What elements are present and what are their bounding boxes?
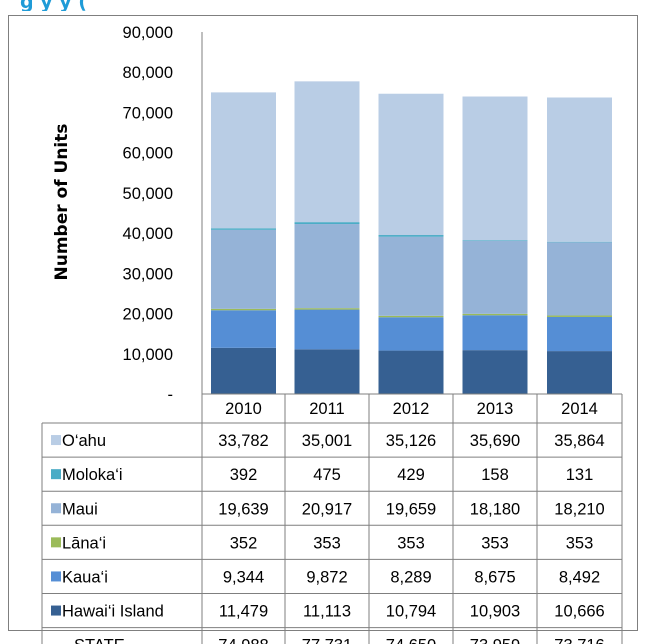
table-cell-value: 353 (566, 534, 594, 552)
bar-segment (462, 313, 528, 316)
table-cell-value: 73,716 (554, 637, 604, 644)
table-cell-value: 11,479 (219, 603, 268, 621)
table-cell-value: 10,666 (554, 603, 604, 621)
bar-segment (462, 240, 528, 241)
table-cell-value: 11,113 (303, 603, 351, 621)
x-category-label: 2010 (225, 400, 262, 418)
chart-title-text: g y y ( (20, 0, 87, 11)
bar-segment (211, 228, 276, 230)
table-cell-value: 8,675 (474, 568, 515, 586)
bar-segment (547, 242, 612, 316)
y-tick-label: 20,000 (123, 306, 173, 324)
table-row-label: Maui (62, 500, 98, 518)
bar-segment (378, 350, 444, 394)
table-cell-value: 475 (313, 466, 341, 484)
legend-key (51, 503, 61, 514)
table-row-label: O‘ahu (62, 432, 106, 450)
legend-key (51, 469, 61, 480)
x-category-label: 2012 (393, 400, 430, 418)
legend-key (51, 435, 61, 446)
bar-segment (462, 350, 528, 394)
table-row-label: STATE (74, 637, 125, 644)
bar-segment (211, 308, 276, 311)
table-cell-value: 9,344 (223, 568, 264, 586)
table-cell-value: 392 (230, 466, 258, 484)
x-category-label: 2014 (561, 400, 598, 418)
bar-segment (547, 241, 612, 243)
table-row-label: Hawai‘i Island (62, 603, 164, 621)
y-tick-label: 70,000 (123, 104, 173, 122)
bar-segment (294, 222, 360, 225)
bar-segment (378, 93, 444, 236)
legend-key (51, 537, 61, 548)
bar-segment (294, 309, 360, 350)
bar-segment (378, 236, 444, 316)
table-row-label: Kaua‘i (62, 568, 108, 586)
x-category-label: 2011 (309, 400, 344, 418)
y-tick-label: 80,000 (123, 64, 173, 82)
y-tick-label: 60,000 (123, 145, 173, 163)
table-cell-value: 8,492 (559, 568, 600, 586)
bar-segment (547, 316, 612, 352)
table-cell-value: 35,690 (470, 432, 520, 450)
table-cell-value: 429 (397, 466, 425, 484)
table-cell-value: 35,001 (302, 432, 352, 450)
bar-segment (294, 224, 360, 309)
bar-segment (211, 347, 276, 394)
y-tick-label: 30,000 (123, 265, 173, 283)
bar-segment (294, 81, 360, 223)
bar-segment (294, 308, 360, 310)
table-cell-value: 35,864 (554, 432, 604, 450)
table-cell-value: 33,782 (218, 432, 268, 450)
table-cell-value: 10,794 (386, 603, 436, 621)
bar-segment (211, 310, 276, 348)
table-cell-value: 353 (397, 534, 425, 552)
chart-frame (8, 15, 638, 631)
y-tick-label: - (168, 386, 174, 404)
table-cell-value: 20,917 (302, 500, 352, 518)
table-cell-value: 10,903 (470, 603, 520, 621)
table-cell-value: 77,731 (302, 637, 352, 644)
y-tick-label: 10,000 (123, 346, 173, 364)
table-cell-value: 19,639 (218, 500, 268, 518)
table-cell-value: 74,650 (386, 637, 436, 644)
table-cell-value: 8,289 (390, 568, 431, 586)
bar-segment (547, 97, 612, 242)
chart-title-fragment: g y y ( (0, 0, 652, 11)
table-cell-value: 18,180 (470, 500, 520, 518)
table-cell-value: 9,872 (306, 568, 347, 586)
table-row-label: Moloka‘i (62, 466, 123, 484)
bar-segment (378, 317, 444, 351)
bar-segment (211, 92, 276, 229)
legend-key (51, 571, 61, 582)
table-row-label: Lāna‘i (62, 534, 106, 552)
x-category-label: 2013 (477, 400, 514, 418)
bar-segment (294, 349, 360, 394)
table-cell-value: 158 (481, 466, 509, 484)
table-cell-value: 74,988 (218, 637, 268, 644)
table-cell-value: 19,659 (386, 500, 436, 518)
bar-segment (547, 315, 612, 317)
table-cell-value: 353 (481, 534, 509, 552)
table-cell-value: 353 (313, 534, 341, 552)
legend-key (51, 605, 61, 616)
bar-segment (462, 96, 528, 241)
y-tick-label: 50,000 (123, 185, 173, 203)
table-cell-value: 73,959 (470, 637, 520, 644)
table-cell-value: 35,126 (386, 432, 436, 450)
bar-segment (462, 240, 528, 314)
table-cell-value: 18,210 (554, 500, 604, 518)
table-cell-value: 131 (566, 466, 594, 484)
bar-segment (211, 229, 276, 309)
bar-segment (547, 351, 612, 394)
bar-segment (462, 315, 528, 351)
bar-segment (378, 235, 444, 237)
y-axis-title: Number of Units (52, 123, 72, 280)
table-cell-value: 352 (230, 534, 258, 552)
y-tick-label: 90,000 (123, 24, 173, 42)
bar-segment (378, 315, 444, 318)
y-tick-label: 40,000 (123, 225, 173, 243)
